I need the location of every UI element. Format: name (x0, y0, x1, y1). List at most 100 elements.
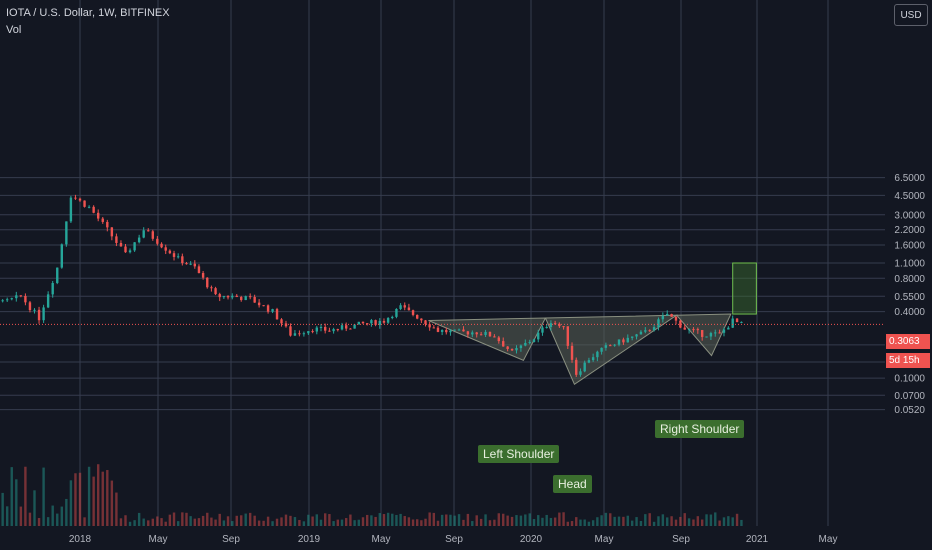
candle-body (168, 250, 172, 254)
volume-bar (248, 512, 252, 526)
candle-body (497, 337, 501, 342)
volume-bar (416, 519, 419, 526)
volume-bar (42, 467, 45, 526)
candle-body (613, 344, 616, 346)
candle-body (201, 272, 205, 278)
candle-body (240, 297, 243, 301)
candle-body (19, 295, 23, 297)
volume-bar (92, 476, 95, 526)
candle-body (210, 287, 213, 289)
candle-body (214, 288, 217, 295)
volume-bar (386, 512, 390, 526)
candle-body (235, 295, 238, 298)
volume-bar (493, 519, 496, 526)
volume-bar (65, 498, 68, 526)
time-axis[interactable]: 2018 May Sep 2019 May Sep 2020 May Sep 2021 May (69, 534, 838, 545)
volume-bar (391, 513, 394, 526)
volume-bar (488, 520, 492, 526)
volume-bar (502, 513, 505, 526)
volume-bar (106, 470, 109, 526)
candle-body (319, 326, 323, 328)
candle-body (622, 339, 625, 343)
volume-bar (284, 514, 288, 526)
candle-body (124, 246, 127, 253)
volume-bar (222, 520, 226, 526)
volume-bar (332, 521, 335, 526)
volume-bar (709, 514, 713, 526)
volume-bar (328, 514, 331, 526)
candle-body (386, 318, 390, 323)
time-tick-label: May (149, 534, 168, 545)
volume-bar (515, 515, 518, 526)
volume-bar (475, 515, 478, 526)
time-tick-label: Sep (672, 534, 690, 545)
countdown-tag: 5d 15h (886, 353, 930, 368)
candle-body (674, 316, 678, 321)
candle-body (532, 339, 536, 342)
left-shoulder-label: Left Shoulder (478, 445, 560, 463)
candle-body (626, 337, 629, 343)
volume-bar (83, 517, 86, 526)
candle-body (528, 341, 531, 343)
volume-bar (147, 520, 150, 526)
volume-bar (471, 521, 474, 526)
volume-bar (336, 519, 339, 526)
candle-body (709, 333, 713, 337)
candle-body (462, 329, 465, 332)
volume-bar (378, 513, 381, 526)
volume-bar (1, 492, 4, 526)
volume-bar (324, 513, 327, 526)
candle-body (562, 326, 565, 328)
candle-body (493, 336, 496, 338)
candle-body (449, 330, 452, 333)
candle-body (366, 323, 369, 325)
candle-body (416, 314, 419, 319)
candle-body (172, 253, 176, 257)
volume-bar (119, 518, 123, 526)
candle-body (506, 346, 509, 350)
volume-bar (657, 516, 660, 526)
candle-body (78, 198, 82, 201)
currency-button[interactable]: USD (894, 4, 928, 26)
volume-bar (357, 519, 360, 526)
volume-bar (411, 519, 415, 526)
candle-body (692, 329, 695, 331)
volume-bar (311, 516, 314, 526)
candle-body (661, 315, 665, 320)
volume-bar (652, 521, 656, 526)
volume-bar (56, 513, 59, 526)
candle-body (257, 302, 261, 306)
volume-bar (226, 516, 230, 526)
volume-bar (537, 515, 540, 526)
candle-body (133, 242, 136, 251)
volume-bar (168, 514, 172, 526)
candle-body (687, 329, 691, 331)
time-tick-label: 2019 (298, 534, 321, 545)
volume-bar (185, 512, 188, 526)
volume-bar (727, 516, 730, 526)
volume-bar (28, 512, 32, 526)
candle-body (332, 329, 335, 332)
volume-bar (399, 513, 402, 526)
volume-bar (74, 473, 77, 526)
candle-body (484, 331, 487, 335)
candle-body (705, 336, 708, 338)
candle-body (420, 318, 423, 321)
volume-bar (587, 521, 591, 526)
candle-body (307, 331, 310, 334)
candle-body (340, 325, 344, 330)
volume-bar (210, 517, 213, 526)
candle-body (566, 326, 570, 346)
volume-bar (613, 516, 616, 526)
volume-bar (735, 513, 739, 526)
candle-body (541, 327, 544, 333)
price-axis[interactable]: 6.5000 4.5000 3.0000 2.2000 1.6000 1.1000 0.80… (894, 173, 925, 416)
volume-bar (244, 513, 247, 526)
candle-body (475, 332, 478, 335)
volume-bar (506, 515, 509, 526)
volume-bar (133, 520, 136, 526)
volume-bar (231, 521, 234, 526)
candle-body (156, 238, 159, 244)
candle-body (147, 230, 150, 232)
